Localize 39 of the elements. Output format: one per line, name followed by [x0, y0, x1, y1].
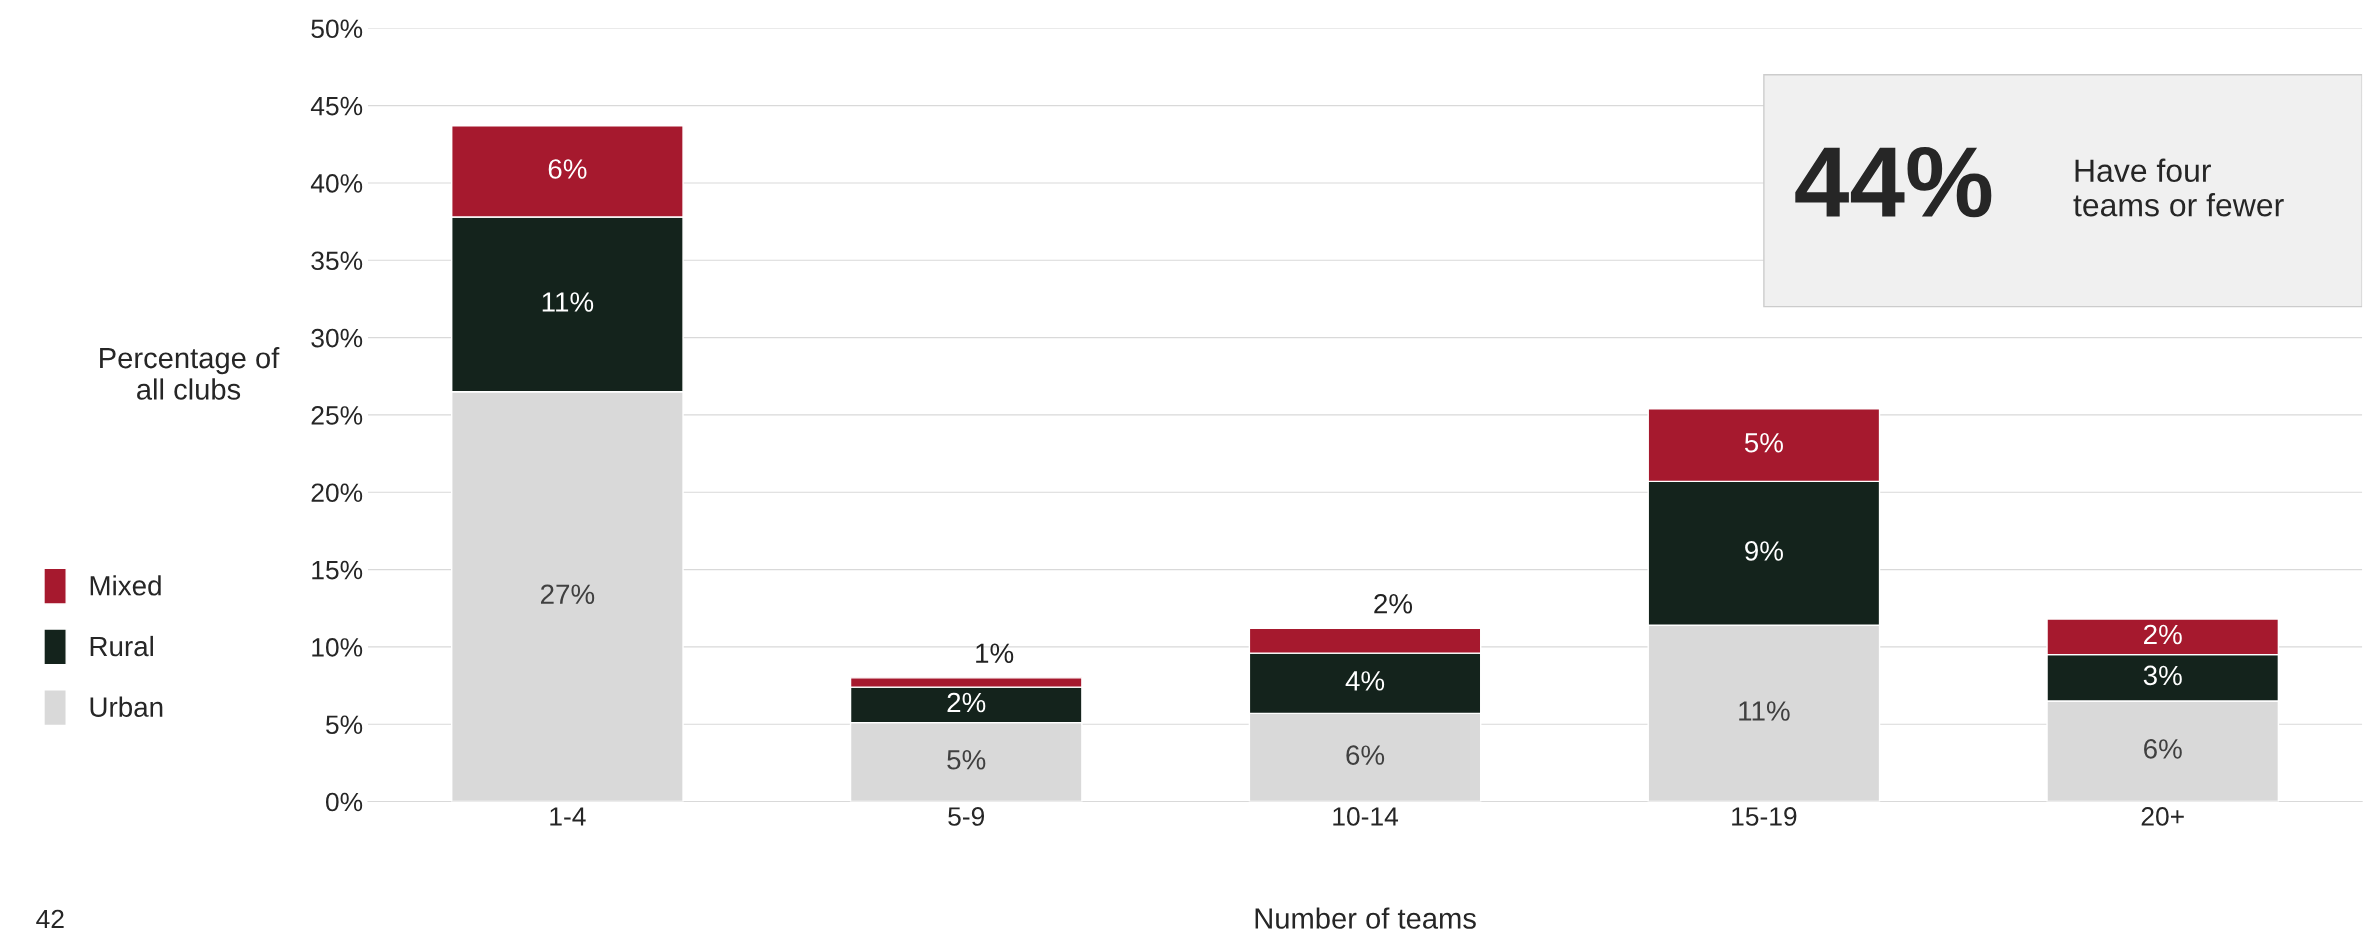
y-tick-label: 45%	[310, 96, 363, 116]
annotation: 44%	[1795, 146, 1992, 218]
data-label: 2%	[1374, 593, 1413, 614]
y-axis-title: Percentage of all clubs	[100, 346, 280, 400]
data-label: 1%	[976, 643, 1014, 663]
legend-label: Rural	[90, 635, 153, 657]
x-tick-label: 1-4	[550, 807, 586, 826]
y-tick-label: 40%	[310, 174, 363, 193]
y-tick-label: 0%	[326, 792, 363, 812]
data-label: 4%	[1345, 671, 1385, 691]
y-tick-label: 35%	[311, 251, 363, 271]
data-label: 2%	[947, 692, 986, 713]
data-label: 6%	[1346, 745, 1385, 765]
annotation: Have four teams or fewer	[2073, 158, 2284, 217]
data-label: 11%	[1739, 701, 1790, 721]
data-label: 6%	[2144, 739, 2182, 759]
x-axis-title: Number of teams	[1255, 907, 1476, 929]
data-label: 6%	[548, 159, 587, 179]
x-tick-label: 15-19	[1732, 807, 1797, 826]
x-tick-label: 10-14	[1333, 807, 1399, 826]
text: 42	[36, 909, 64, 929]
data-label: 9%	[1745, 541, 1783, 561]
y-tick-label: 50%	[311, 19, 363, 39]
y-tick-label: 10%	[312, 638, 363, 657]
data-label: 3%	[2143, 665, 2182, 686]
data-label: 2%	[2144, 624, 2182, 645]
data-label: 5%	[1744, 432, 1783, 453]
legend-label: Urban	[90, 696, 163, 717]
data-label: 11%	[542, 292, 594, 312]
y-tick-label: 5%	[326, 715, 363, 735]
legend-label: Mixed	[90, 575, 161, 596]
y-tick-label: 15%	[312, 560, 363, 580]
x-tick-label: 5-9	[948, 807, 985, 826]
data-label: 27%	[540, 584, 595, 604]
y-tick-label: 20%	[311, 483, 363, 503]
x-tick-label: 20+	[2141, 807, 2184, 826]
y-tick-label: 30%	[311, 328, 363, 348]
y-tick-label: 25%	[311, 406, 363, 425]
data-label: 5%	[947, 750, 986, 770]
